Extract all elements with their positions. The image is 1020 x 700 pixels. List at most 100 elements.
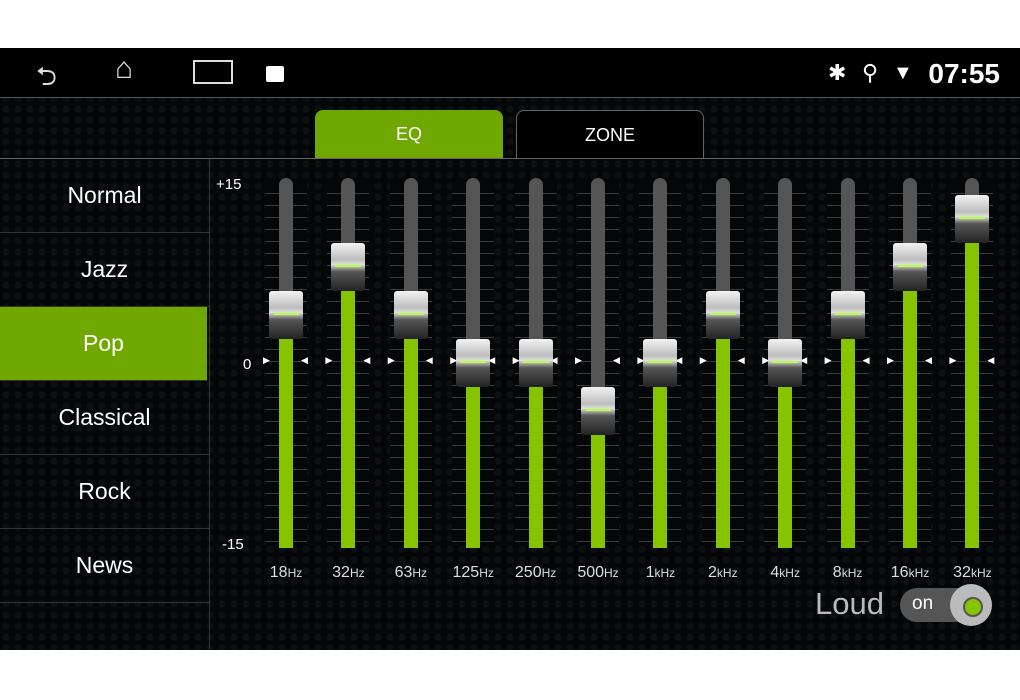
band-slider-32Hz[interactable]: ▶ ◀ 32Hz [317,178,379,581]
preset-news[interactable]: News [0,529,209,603]
zero-marker-icon: ▶ [512,355,520,365]
band-label: 18Hz [255,564,317,582]
zero-marker-icon: ▶ [949,355,957,365]
band-unit: Hz [349,566,365,580]
home-icon[interactable]: ⌂ [115,52,134,85]
band-label: 32kHz [941,564,1003,582]
tab-zone[interactable]: ZONE [516,110,704,158]
zero-marker-icon: ◀ [925,355,932,365]
band-slider-500Hz[interactable]: ▶ ◀ 500Hz [567,178,629,581]
band-label: 1kHz [629,564,691,582]
band-unit: kHz [908,566,930,580]
zero-marker-icon: ▶ [450,355,458,365]
slider-knob[interactable] [456,339,491,387]
preset-pop[interactable]: Pop [0,307,207,381]
clock: 07:55 [928,58,1000,89]
band-number: 32 [332,564,350,581]
band-unit: Hz [541,566,557,580]
loudness-toggle[interactable]: on [900,584,992,626]
band-slider-32kHz[interactable]: ▶ ◀ 32kHz [941,178,1003,581]
recents-icon[interactable] [193,60,233,84]
zero-marker-icon: ◀ [425,355,433,365]
preset-jazz[interactable]: Jazz [0,233,209,307]
slider-knob[interactable] [643,339,678,387]
zero-marker-icon: ▶ [575,355,582,365]
preset-classical[interactable]: Classical [0,381,209,455]
band-slider-16kHz[interactable]: ▶ ◀ 16kHz [879,178,941,581]
scale-max-label: +15 [216,176,242,193]
band-label: 2kHz [692,564,754,582]
band-slider-4kHz[interactable]: ▶ ◀ 4kHz [754,178,816,581]
band-number: 500 [577,564,605,581]
zero-marker-icon: ◀ [737,355,745,365]
band-unit: Hz [287,566,303,580]
zero-marker-icon: ◀ [800,355,808,365]
slider-knob[interactable] [581,387,615,435]
band-unit: Hz [479,566,494,580]
band-number: 2 [708,564,717,581]
location-icon: ⚲ [862,60,879,85]
band-slider-125Hz[interactable]: ▶ ◀ 125Hz [442,178,504,581]
band-label: 125Hz [442,564,504,582]
scale-min-label: -15 [222,536,244,553]
preset-list: Normal Jazz Pop Classical Rock News [0,159,210,649]
band-unit: kHz [841,566,863,580]
band-slider-2kHz[interactable]: ▶ ◀ 2kHz [692,178,754,581]
slider-knob[interactable] [393,291,428,339]
zero-marker-icon: ▶ [887,355,894,365]
bluetooth-icon: ✱ [828,60,847,85]
preset-rock[interactable]: Rock [0,455,209,529]
slider-fill [965,219,980,548]
band-slider-18Hz[interactable]: ▶ ◀ 18Hz [255,178,317,581]
band-slider-63Hz[interactable]: ▶ ◀ 63Hz [380,178,442,581]
loudness-label: Loud [815,586,884,621]
band-unit: kHz [779,566,800,580]
divider [0,158,1020,159]
band-unit: kHz [970,566,992,580]
slider-knob[interactable] [830,291,865,339]
slider-knob[interactable] [518,339,553,387]
scale-zero-label: 0 [243,356,252,373]
zero-marker-icon: ◀ [613,355,620,365]
slider-knob[interactable] [955,195,990,243]
status-bar: ⮌ ⌂ ✱ ⚲ ▼ 07:55 [0,48,1020,98]
zero-marker-icon: ◀ [301,355,308,365]
band-unit: kHz [654,566,676,580]
band-number: 4 [770,564,780,581]
zero-marker-icon: ◀ [987,355,995,365]
back-icon[interactable]: ⮌ [36,61,57,91]
band-number: 8 [832,564,842,581]
band-slider-1kHz[interactable]: ▶ ◀ 1kHz [629,178,691,581]
band-number: 16 [890,564,909,581]
band-number: 125 [452,564,480,581]
zero-marker-icon: ◀ [488,355,496,365]
band-label: 250Hz [505,564,567,582]
slider-knob[interactable] [893,243,927,291]
toggle-knob[interactable] [950,584,992,626]
zero-marker-icon: ▶ [387,355,395,365]
zero-marker-icon: ▶ [824,355,832,365]
band-label: 500Hz [567,564,629,582]
band-slider-250Hz[interactable]: ▶ ◀ 250Hz [505,178,567,581]
zero-marker-icon: ▶ [762,355,770,365]
slider-knob[interactable] [768,339,803,387]
slider-knob[interactable] [331,243,366,291]
slider-fill [778,363,793,548]
slider-knob[interactable] [269,291,303,339]
tab-eq[interactable]: EQ [315,110,503,158]
eq-screen: ⮌ ⌂ ✱ ⚲ ▼ 07:55 EQ ZONE Normal Jazz Pop Cla… [0,48,1020,650]
slider-fill [466,363,481,548]
preset-normal[interactable]: Normal [0,159,209,233]
band-slider-8kHz[interactable]: ▶ ◀ 8kHz [817,178,879,581]
zero-marker-icon: ◀ [862,355,870,365]
slider-fill [403,315,418,548]
slider-knob[interactable] [705,291,740,339]
gallery-icon [266,66,284,82]
band-number: 1 [645,564,655,581]
slider-fill [903,267,917,548]
zero-marker-icon: ◀ [363,355,371,365]
band-number: 63 [394,564,413,581]
band-label: 16kHz [879,564,941,582]
band-label: 4kHz [754,564,816,582]
slider-fill [653,363,668,548]
